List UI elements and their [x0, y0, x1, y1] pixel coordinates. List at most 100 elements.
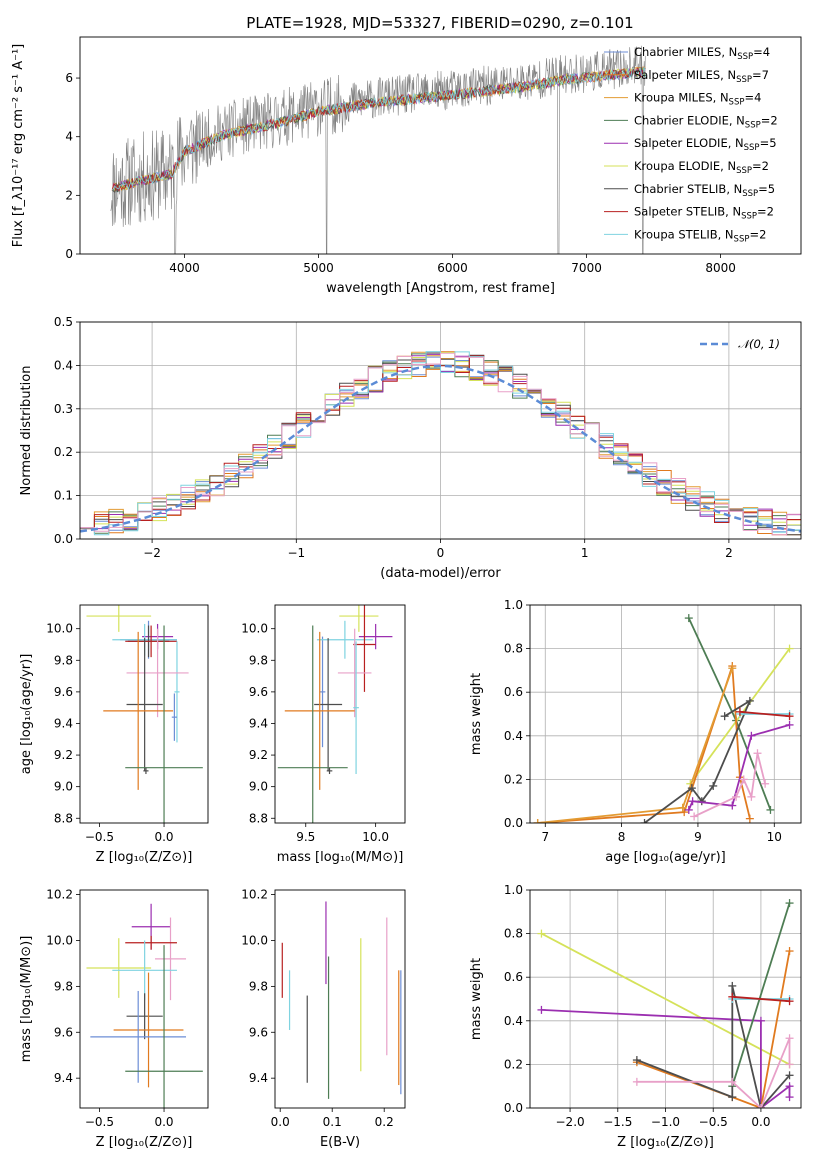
- y-tick-label: 10.2: [241, 888, 268, 902]
- weight-point-marker: [747, 792, 756, 801]
- errorbar-point: [174, 641, 180, 743]
- weight-point-marker: [785, 997, 794, 1006]
- x-tick-label: 0.0: [154, 830, 173, 844]
- x-tick-label: 9: [694, 830, 702, 844]
- errorbar-point: [126, 628, 189, 718]
- x-tick-label: −0.5: [85, 1115, 114, 1129]
- y-tick-label: 2: [65, 188, 73, 202]
- errorbar-point: [126, 638, 163, 771]
- figure-title: PLATE=1928, MJD=53327, FIBERID=0290, z=0…: [246, 14, 633, 32]
- x-tick-label: 1: [581, 546, 589, 560]
- legend-name: Salpeter STELIB, N: [634, 205, 741, 219]
- legend-name: Chabrier STELIB, N: [634, 182, 742, 196]
- x-axis-label: age [log₁₀(age/yr)]: [605, 850, 726, 865]
- x-axis-label: wavelength [Angstrom, rest frame]: [326, 281, 555, 296]
- y-tick-label: 9.8: [249, 979, 268, 993]
- weight-point-marker: [728, 664, 737, 673]
- legend-entry: Salpeter MILES, NSSP=7: [634, 68, 769, 85]
- x-tick-label: −0.5: [699, 1115, 728, 1129]
- observed-spectrum-line: [110, 45, 646, 254]
- axes-ticks: −2 −1 0 1 2 0.0 0.1 0.2 0.3 0.4 0.5: [54, 315, 733, 560]
- legend-sub: SSP: [734, 234, 750, 244]
- weight-series-line: [732, 995, 790, 1003]
- weight-point-marker: [785, 644, 794, 653]
- histogram-series: [80, 352, 801, 536]
- legend-value: =5: [758, 182, 775, 196]
- errorbar-point: [112, 940, 177, 1001]
- gaussian-curve: [80, 364, 801, 533]
- errorbar-point: [353, 605, 376, 692]
- y-tick-label: 10.0: [241, 933, 268, 947]
- y-tick-label: 9.8: [249, 653, 268, 667]
- y-tick-label: 9.2: [54, 748, 73, 762]
- x-tick-label: −0.5: [85, 830, 114, 844]
- y-tick-label: 0.6: [504, 685, 523, 699]
- weight-point-marker: [690, 812, 699, 821]
- errorbar-point: [154, 917, 187, 1001]
- legend-name: Kroupa MILES, N: [634, 91, 729, 105]
- weight-point-marker: [785, 1060, 794, 1069]
- axes-ticks: −2.0 −1.5 −1.0 −0.5 0.0 0.0 0.2 0.4 0.6 0.8 1.0: [504, 883, 771, 1129]
- axes-ticks: 0.0 0.1 0.2 9.4 9.6 9.8 10.0 10.2: [241, 888, 393, 1129]
- legend-value: =7: [752, 68, 769, 82]
- y-tick-label: 6: [65, 71, 73, 85]
- errorbar-point: [125, 625, 203, 823]
- y-axis-label: age [log₁₀(age/yr)]: [19, 654, 34, 775]
- legend-name: Kroupa STELIB, N: [634, 227, 734, 241]
- y-tick-label: 9.0: [249, 780, 268, 794]
- weight-point-marker: [728, 1077, 737, 1086]
- weight-point-marker: [728, 1093, 737, 1102]
- legend-entry: Kroupa MILES, NSSP=4: [634, 91, 761, 108]
- panel-mass_vs_z: −0.5 0.0 9.4 9.6 9.8 10.0 10.2 Z [log₁₀(Z/Z⊙)] m…: [19, 888, 209, 1150]
- legend-name: Salpeter ELODIE, N: [634, 136, 744, 150]
- legend-sub: SSP: [745, 120, 761, 130]
- y-tick-label: 0.8: [504, 927, 523, 941]
- y-tick-label: 9.4: [249, 716, 268, 730]
- errorbar-point: [314, 638, 343, 771]
- legend-entry: Chabrier ELODIE, NSSP=2: [634, 113, 778, 130]
- x-tick-label: 0.2: [375, 1115, 394, 1129]
- errorbar-point: [277, 625, 348, 823]
- legend-entry: Chabrier STELIB, NSSP=5: [634, 182, 775, 199]
- plot-area: [80, 351, 801, 536]
- plot-area: [86, 605, 203, 823]
- weight-point-marker: [739, 775, 748, 784]
- y-tick-label: 0.3: [54, 402, 73, 416]
- weight-point-marker: [732, 792, 741, 801]
- weight-series-line: [636, 950, 791, 1108]
- x-tick-label: 7: [541, 830, 549, 844]
- weight-point-marker: [766, 805, 775, 814]
- y-tick-label: 9.4: [249, 1071, 268, 1085]
- errorbar-point: [113, 972, 184, 1088]
- axes-frame: [274, 889, 406, 1109]
- y-tick-label: 0.0: [54, 532, 73, 546]
- legend-name: Salpeter MILES, N: [634, 68, 736, 82]
- panel-age_vs_z: −0.5 0.0 8.8 9.0 9.2 9.4 9.6 9.8 10.0 Z [log₁₀(Z/…: [19, 604, 209, 865]
- y-axis-label: mass weight: [469, 958, 484, 1040]
- x-tick-label: −1.0: [651, 1115, 680, 1129]
- legend-entry: 𝒩(0, 1): [738, 337, 780, 351]
- plot-area: [110, 45, 646, 254]
- x-axis-label: mass [log₁₀(M/M⊙)]: [277, 850, 404, 865]
- model-line-7: [111, 67, 646, 193]
- legend-value: =2: [749, 227, 766, 241]
- weight-point-marker: [709, 781, 718, 790]
- weight-point-marker: [747, 731, 756, 740]
- errorbar-point: [90, 990, 187, 1083]
- axes-frame: [79, 889, 209, 1109]
- weight-point-marker: [684, 614, 693, 623]
- model-line-6: [111, 67, 646, 192]
- y-tick-label: 9.8: [54, 979, 73, 993]
- x-tick-label: 10: [767, 830, 782, 844]
- errorbar-point: [126, 993, 163, 1040]
- x-tick-label: 10.0: [362, 830, 389, 844]
- y-tick-label: 9.6: [249, 1025, 268, 1039]
- x-axis-label: Z [log₁₀(Z/Z⊙)]: [96, 850, 193, 865]
- legend-sub: SSP: [736, 75, 752, 85]
- legend-name: Chabrier MILES, N: [634, 45, 737, 59]
- y-axis-label: mass [log₁₀(M/M⊙)]: [19, 936, 34, 1063]
- y-tick-label: 0.1: [54, 489, 73, 503]
- y-tick-label: 0.2: [504, 772, 523, 786]
- legend-name: Kroupa ELODIE, N: [634, 159, 736, 173]
- model-line-9: [111, 67, 646, 191]
